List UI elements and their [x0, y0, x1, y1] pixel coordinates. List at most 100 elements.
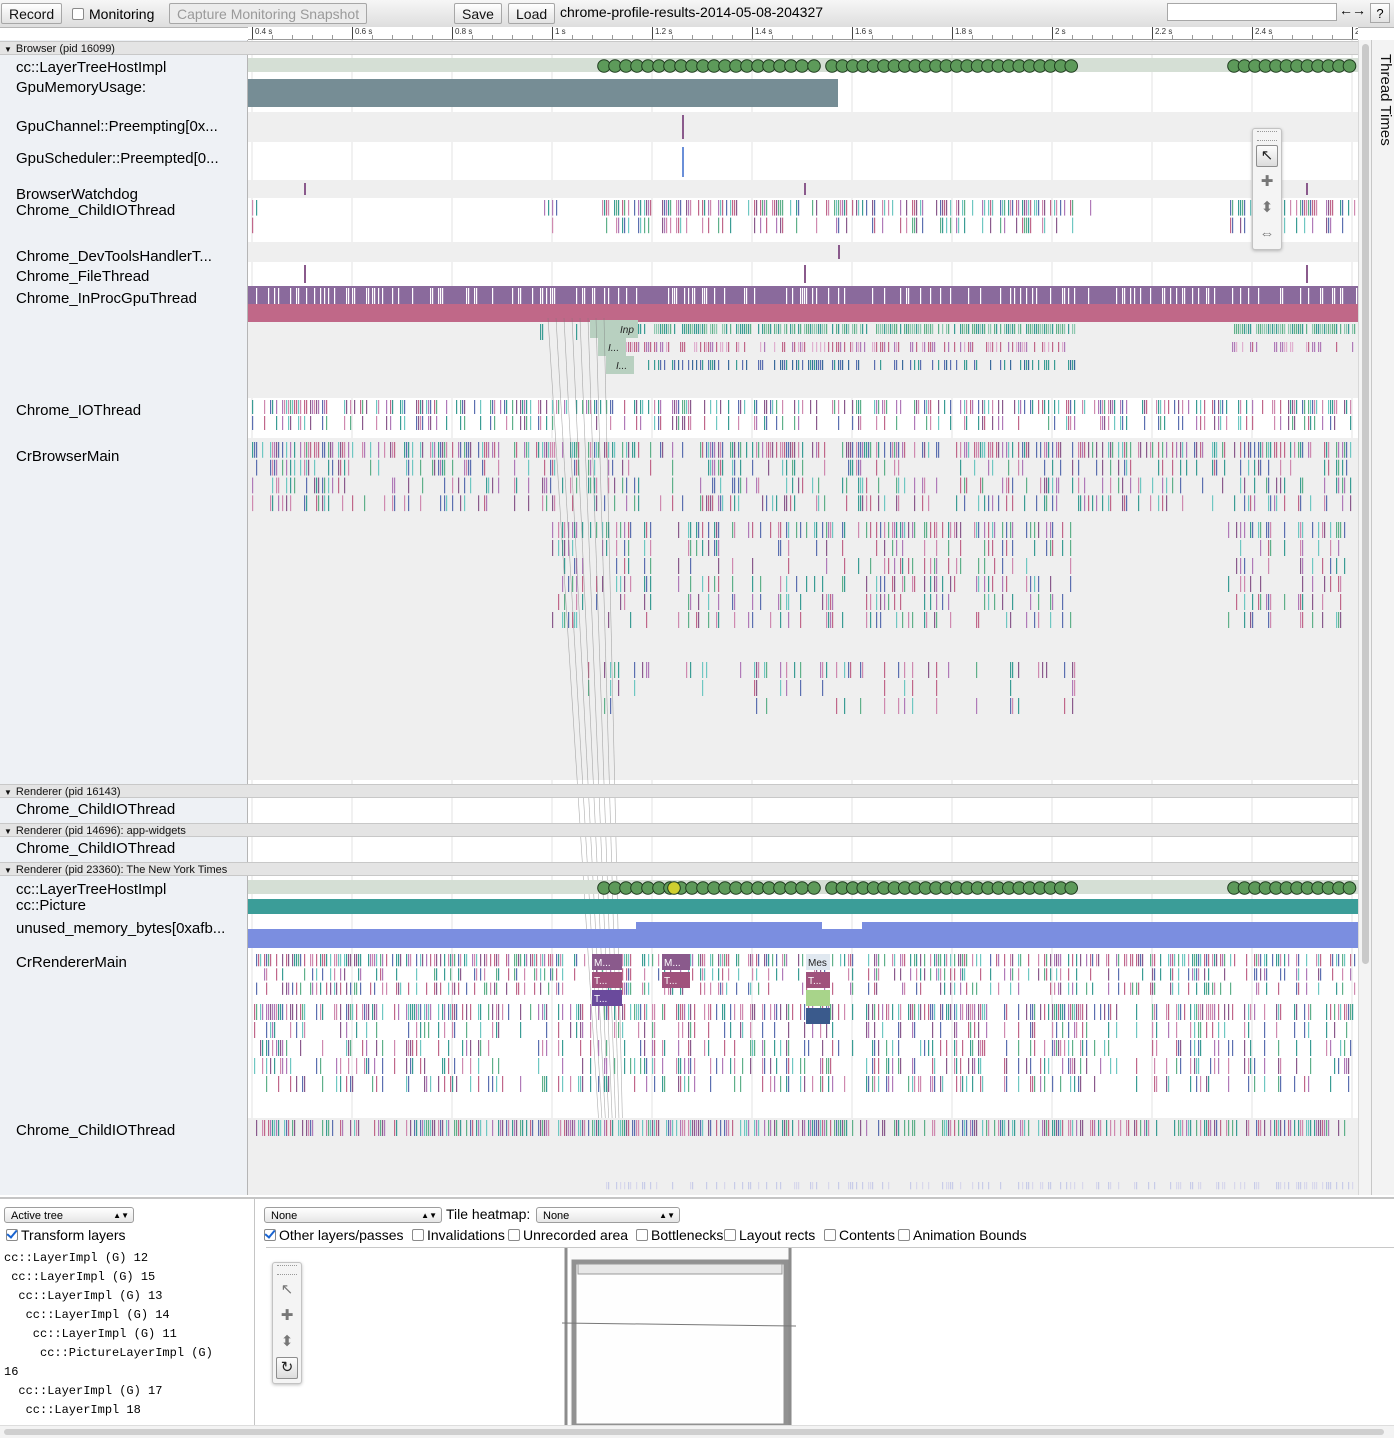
trace-slice[interactable] [520, 288, 522, 304]
trace-slice[interactable] [1304, 416, 1306, 430]
trace-slice[interactable] [878, 1058, 880, 1074]
trace-slice[interactable] [544, 954, 546, 967]
trace-slice[interactable] [1238, 324, 1240, 334]
trace-slice[interactable] [478, 1004, 480, 1020]
trace-slice[interactable] [994, 558, 996, 574]
trace-slice[interactable] [478, 1076, 480, 1092]
trace-slice[interactable] [904, 1120, 906, 1136]
trace-slice[interactable] [658, 416, 660, 430]
trace-slice[interactable] [1222, 442, 1224, 458]
trace-slice[interactable] [1024, 442, 1026, 458]
trace-slice[interactable] [728, 954, 730, 967]
trace-slice[interactable] [1274, 416, 1276, 430]
trace-slice[interactable] [1338, 522, 1340, 538]
trace-slice[interactable] [638, 324, 640, 334]
trace-slice[interactable] [1144, 416, 1146, 430]
trace-slice[interactable] [900, 200, 902, 216]
trace-slice[interactable] [1276, 495, 1278, 512]
trace-slice[interactable] [340, 459, 342, 476]
trace-slice[interactable] [912, 324, 914, 334]
trace-slice[interactable] [1168, 954, 1170, 967]
trace-slice[interactable] [472, 954, 474, 967]
trace-slice[interactable] [276, 954, 278, 967]
trace-slice[interactable] [318, 442, 320, 458]
trace-slice[interactable] [1218, 1040, 1220, 1056]
trace-slice[interactable] [658, 324, 660, 334]
trace-slice[interactable] [746, 288, 748, 304]
trace-slice[interactable] [892, 200, 894, 216]
trace-slice[interactable] [1278, 324, 1280, 334]
trace-slice[interactable] [268, 1004, 270, 1020]
trace-slice[interactable] [326, 982, 328, 995]
trace-slice[interactable] [1132, 982, 1134, 995]
trace-slice[interactable] [680, 982, 682, 995]
trace-slice[interactable] [886, 324, 888, 334]
trace-slice[interactable] [970, 1120, 972, 1136]
trace-slice[interactable] [664, 217, 666, 234]
trace-slice[interactable] [1230, 200, 1232, 216]
trace-slice[interactable] [428, 400, 430, 414]
trace-slice[interactable] [936, 662, 938, 678]
trace-slice[interactable] [364, 495, 366, 512]
trace-slice[interactable] [1028, 360, 1030, 370]
trace-slice[interactable] [376, 1022, 378, 1038]
trace-slice[interactable] [1216, 1182, 1218, 1190]
trace-slice[interactable] [1300, 324, 1302, 334]
trace-slice[interactable] [752, 968, 754, 981]
trace-slice[interactable] [1102, 477, 1104, 494]
trace-slice[interactable] [392, 288, 394, 304]
trace-slice[interactable] [1162, 477, 1164, 494]
trace-slice[interactable] [1248, 1058, 1250, 1074]
trace-slice[interactable] [1152, 1004, 1154, 1020]
trace-slice[interactable] [1176, 1040, 1178, 1056]
trace-slice[interactable] [540, 288, 542, 304]
trace-slice[interactable] [812, 477, 814, 494]
trace-slice[interactable] [730, 1022, 732, 1038]
trace-slice[interactable] [1178, 954, 1180, 967]
trace-slice[interactable] [1280, 954, 1282, 967]
trace-slice[interactable] [490, 954, 492, 967]
trace-slice[interactable] [1006, 540, 1008, 556]
trace-slice[interactable] [1012, 558, 1014, 574]
trace-slice[interactable] [960, 477, 962, 494]
trace-slice[interactable] [1268, 558, 1270, 574]
trace-slice[interactable] [1020, 954, 1022, 967]
trace-slice[interactable] [676, 288, 678, 304]
trace-slice[interactable] [1152, 1022, 1154, 1038]
trace-slice[interactable] [914, 217, 916, 234]
trace-slice[interactable] [1110, 1058, 1112, 1074]
trace-slice[interactable] [1182, 400, 1184, 414]
trace-slice[interactable] [1316, 400, 1318, 414]
trace-slice[interactable] [538, 416, 540, 430]
trace-slice[interactable] [1156, 1040, 1158, 1056]
trace-slice[interactable] [914, 1076, 916, 1092]
trace-slice[interactable] [1064, 288, 1066, 304]
trace-slice[interactable] [866, 1058, 868, 1074]
trace-slice[interactable] [1140, 1120, 1142, 1136]
trace-slice[interactable] [1158, 400, 1160, 414]
trace-slice[interactable] [552, 288, 554, 304]
trace-slice[interactable] [342, 495, 344, 512]
trace-slice[interactable] [896, 342, 898, 352]
trace-slice[interactable] [544, 477, 546, 494]
trace-slice[interactable] [858, 495, 860, 512]
trace-slice[interactable] [694, 1004, 696, 1020]
trace-slice[interactable] [274, 442, 276, 458]
trace-slice[interactable] [438, 442, 440, 458]
trace-slice[interactable] [652, 954, 654, 967]
trace-slice[interactable] [1244, 200, 1246, 216]
trace-slice[interactable] [1326, 324, 1328, 334]
trace-slice[interactable] [956, 217, 958, 234]
trace-slice[interactable] [1072, 200, 1074, 216]
trace-slice[interactable] [886, 1004, 888, 1020]
trace-slice[interactable] [776, 416, 778, 430]
trace-slice[interactable] [514, 477, 516, 494]
trace-slice[interactable] [806, 982, 808, 995]
option-checkbox[interactable] [636, 1229, 648, 1242]
trace-slice[interactable] [962, 200, 964, 216]
trace-slice[interactable] [1346, 1004, 1348, 1020]
trace-slice[interactable] [1000, 217, 1002, 234]
trace-slice[interactable] [492, 1076, 494, 1092]
trace-slice[interactable] [936, 477, 938, 494]
trace-slice[interactable] [620, 1120, 622, 1136]
